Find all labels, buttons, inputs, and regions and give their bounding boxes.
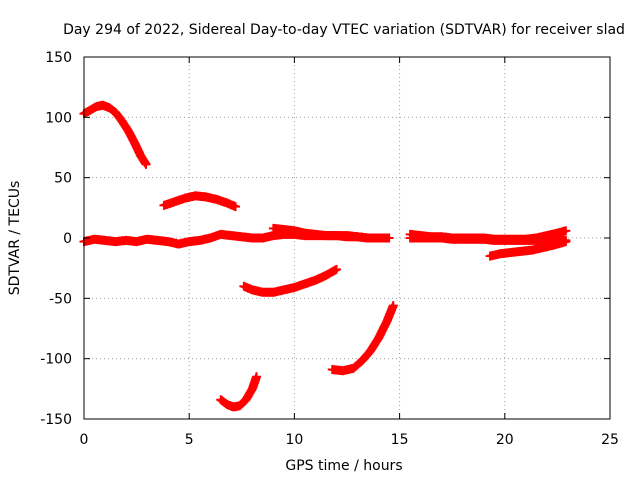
y-tick-label: -150 xyxy=(40,412,72,428)
y-axis-label: SDTVAR / TECUs xyxy=(7,181,23,296)
series-arc2 xyxy=(159,191,240,212)
x-tick-label: 5 xyxy=(185,432,194,448)
data-points xyxy=(79,100,571,412)
series-arc7 xyxy=(268,223,394,243)
x-tick-label: 0 xyxy=(80,432,89,448)
y-tick-label: 100 xyxy=(45,110,72,126)
series-arc10 xyxy=(485,237,571,261)
y-tick-label: -50 xyxy=(49,291,72,307)
series-arc4 xyxy=(216,372,262,412)
series-arc1 xyxy=(79,100,151,169)
x-tick-label: 20 xyxy=(496,432,514,448)
data-point xyxy=(331,264,341,274)
y-tick-label: 0 xyxy=(63,231,72,247)
x-axis-label: GPS time / hours xyxy=(285,458,402,474)
series-arc9 xyxy=(405,226,571,244)
y-tick-label: -100 xyxy=(40,352,72,368)
data-point xyxy=(252,372,262,382)
data-point xyxy=(561,237,571,247)
series-arc5 xyxy=(327,301,398,376)
chart-title: Day 294 of 2022, Sidereal Day-to-day VTE… xyxy=(63,22,625,38)
y-tick-label: 50 xyxy=(54,171,72,187)
series-arc3 xyxy=(239,264,341,297)
data-point xyxy=(561,226,571,236)
data-point xyxy=(388,301,398,311)
x-tick-label: 25 xyxy=(601,432,619,448)
x-tick-label: 10 xyxy=(285,432,303,448)
x-tick-label: 15 xyxy=(391,432,409,448)
data-point xyxy=(230,202,240,212)
data-point xyxy=(141,159,151,169)
axis-ticks: 0 5 10 15 20 25 -150 -100 -50 0 50 100 150 xyxy=(40,50,619,448)
y-tick-label: 150 xyxy=(45,50,72,66)
data-point xyxy=(384,233,394,243)
